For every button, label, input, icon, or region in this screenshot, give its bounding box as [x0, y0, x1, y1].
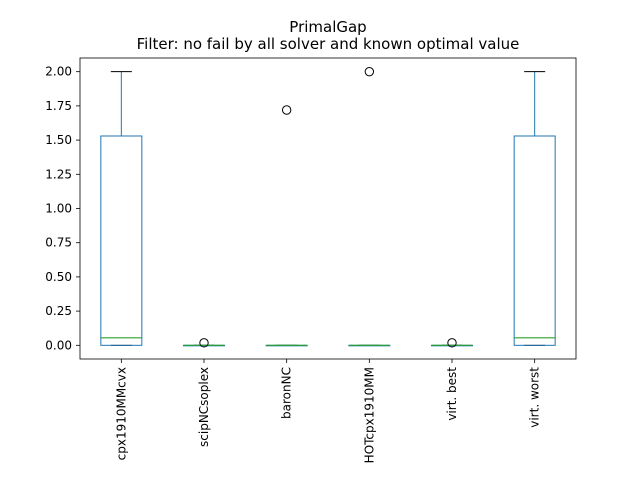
chart-title: PrimalGap [289, 18, 366, 36]
x-tick-label: baronNC [280, 367, 294, 419]
outlier-point [281, 105, 292, 115]
y-tick-label: 1.75 [45, 99, 72, 113]
axes-frame [79, 57, 577, 360]
x-tick-label: virt. best [445, 367, 459, 421]
y-tick-label: 2.00 [45, 65, 72, 79]
box [513, 135, 556, 346]
x-tick-label: scipNCsoplex [197, 367, 211, 447]
y-tick-label: 0.50 [45, 270, 72, 284]
plot-area: 0.00 0.25 0.50 0.75 1.00 1.25 1.50 1.75 2.00 cpx1… [45, 57, 577, 463]
y-tick-label: 1.00 [45, 202, 72, 216]
y-tick-label: 0.75 [45, 236, 72, 250]
y-tick-label: 0.00 [45, 338, 72, 352]
y-tick-label: 0.25 [45, 304, 72, 318]
x-tick-label: virt. worst [528, 367, 542, 428]
outlier-point [199, 338, 209, 348]
outlier-point [364, 66, 375, 77]
x-tick-label: cpx1910MMcvx [114, 367, 128, 460]
y-tick-label: 1.50 [45, 133, 72, 147]
box [100, 135, 143, 346]
x-tick-label: HOTcpx1910MM [362, 367, 376, 463]
chart-subtitle: Filter: no fail by all solver and known … [137, 35, 520, 53]
y-tick-label: 1.25 [45, 167, 72, 181]
outlier-point [447, 338, 457, 348]
